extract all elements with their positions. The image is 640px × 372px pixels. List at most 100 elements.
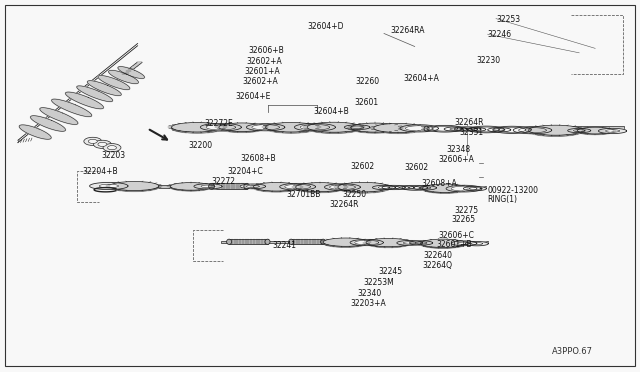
Text: 32604+E: 32604+E <box>236 92 271 101</box>
Text: 32608+A: 32608+A <box>421 179 457 187</box>
Polygon shape <box>468 126 504 133</box>
Polygon shape <box>246 124 285 131</box>
Polygon shape <box>400 187 410 188</box>
Ellipse shape <box>289 239 294 244</box>
Text: A3PPO.67: A3PPO.67 <box>552 347 593 356</box>
Polygon shape <box>513 126 552 134</box>
Polygon shape <box>474 127 499 132</box>
Polygon shape <box>40 108 78 125</box>
Polygon shape <box>77 86 113 102</box>
Polygon shape <box>201 185 215 188</box>
Ellipse shape <box>108 146 116 150</box>
Polygon shape <box>65 92 104 109</box>
Polygon shape <box>415 242 427 244</box>
Polygon shape <box>172 127 223 133</box>
Polygon shape <box>118 67 145 78</box>
Polygon shape <box>170 186 211 191</box>
Polygon shape <box>465 241 488 246</box>
Text: 32604+A: 32604+A <box>403 74 439 83</box>
Text: 32260: 32260 <box>355 77 380 86</box>
Ellipse shape <box>323 238 368 246</box>
Text: 32606+C: 32606+C <box>438 231 474 240</box>
Polygon shape <box>472 129 481 130</box>
Polygon shape <box>372 185 396 190</box>
Polygon shape <box>219 127 265 132</box>
Ellipse shape <box>577 127 613 134</box>
Ellipse shape <box>209 183 214 189</box>
Polygon shape <box>388 186 399 189</box>
Text: 32606+B: 32606+B <box>248 46 284 55</box>
Polygon shape <box>355 240 379 245</box>
Text: 32608+B: 32608+B <box>240 154 276 163</box>
Ellipse shape <box>265 239 270 244</box>
Ellipse shape <box>296 183 344 192</box>
Polygon shape <box>397 241 422 245</box>
Text: 32601+A: 32601+A <box>244 67 280 76</box>
Text: 32602: 32602 <box>351 162 375 171</box>
Ellipse shape <box>338 182 389 192</box>
Polygon shape <box>88 81 122 96</box>
Text: 32264RA: 32264RA <box>390 26 425 35</box>
Polygon shape <box>351 126 364 128</box>
Polygon shape <box>518 128 547 133</box>
Text: 32253M: 32253M <box>364 278 394 287</box>
FancyBboxPatch shape <box>178 186 486 188</box>
Ellipse shape <box>366 238 411 247</box>
Polygon shape <box>200 124 241 131</box>
Ellipse shape <box>424 126 429 131</box>
Polygon shape <box>451 241 477 246</box>
Ellipse shape <box>227 239 232 244</box>
Text: 32204+C: 32204+C <box>227 167 263 176</box>
Polygon shape <box>109 70 138 84</box>
Ellipse shape <box>93 140 111 148</box>
Polygon shape <box>427 125 463 132</box>
Polygon shape <box>400 125 438 132</box>
Text: 32604+D: 32604+D <box>307 22 344 31</box>
Polygon shape <box>420 243 465 248</box>
Polygon shape <box>90 182 128 190</box>
Text: 32264R: 32264R <box>330 200 359 209</box>
Polygon shape <box>285 185 310 189</box>
Text: 32606+A: 32606+A <box>438 155 474 164</box>
FancyBboxPatch shape <box>211 183 246 189</box>
Polygon shape <box>410 241 433 245</box>
Text: 32253: 32253 <box>496 15 520 24</box>
Ellipse shape <box>88 140 97 144</box>
FancyBboxPatch shape <box>182 126 624 129</box>
Polygon shape <box>568 128 591 133</box>
Polygon shape <box>19 125 51 139</box>
FancyBboxPatch shape <box>101 185 179 187</box>
Polygon shape <box>99 184 118 188</box>
Polygon shape <box>422 188 467 193</box>
Polygon shape <box>252 125 280 130</box>
Ellipse shape <box>307 122 361 132</box>
Text: 32272: 32272 <box>211 177 236 186</box>
Polygon shape <box>110 186 159 192</box>
Text: 32246: 32246 <box>488 30 512 39</box>
Ellipse shape <box>253 182 300 191</box>
Text: 32200: 32200 <box>189 141 213 150</box>
Polygon shape <box>405 126 433 131</box>
Polygon shape <box>467 128 486 131</box>
Polygon shape <box>488 128 511 132</box>
Polygon shape <box>246 185 259 187</box>
Polygon shape <box>605 129 620 132</box>
Ellipse shape <box>170 183 211 190</box>
Ellipse shape <box>420 239 465 247</box>
Ellipse shape <box>84 137 102 145</box>
Ellipse shape <box>110 182 159 190</box>
Polygon shape <box>460 128 472 130</box>
Text: 32601+B: 32601+B <box>436 240 472 249</box>
Text: 32230: 32230 <box>477 56 501 65</box>
Polygon shape <box>98 76 130 90</box>
Polygon shape <box>344 125 370 129</box>
Text: 32203+A: 32203+A <box>351 299 387 308</box>
Text: 32204+B: 32204+B <box>82 167 118 176</box>
Ellipse shape <box>529 125 582 135</box>
Polygon shape <box>403 242 416 244</box>
Polygon shape <box>300 125 330 130</box>
Text: 32602: 32602 <box>404 163 429 172</box>
Text: 322640: 322640 <box>424 251 452 260</box>
Ellipse shape <box>351 123 399 132</box>
Text: 32265: 32265 <box>451 215 476 224</box>
